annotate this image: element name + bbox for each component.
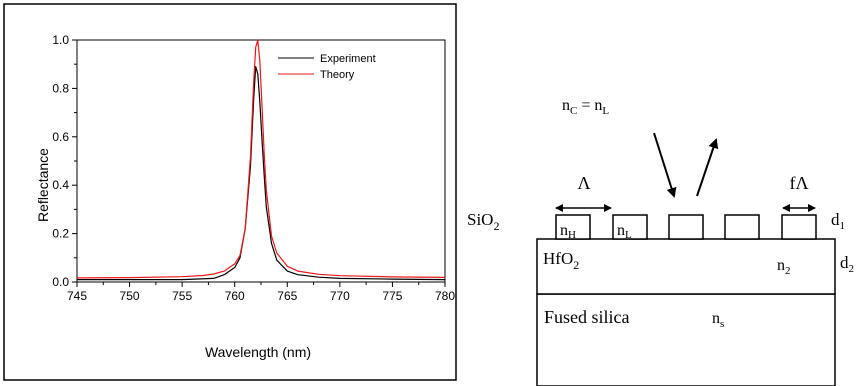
x-tick-label: 780 bbox=[435, 289, 455, 303]
reflectance-chart: 745 750 755 760 765 770 775 780 0.0 0.2 0.4 0.6 0.8 1… bbox=[3, 3, 457, 381]
y-tick-label: 0.4 bbox=[52, 178, 69, 192]
x-tick-label: 750 bbox=[120, 289, 140, 303]
legend-label-experiment: Experiment bbox=[320, 53, 376, 65]
y-tick-label: 0.8 bbox=[52, 81, 69, 95]
x-tick-label: 770 bbox=[330, 289, 350, 303]
grating-ridge bbox=[555, 214, 591, 240]
substrate-label: Fused silica bbox=[544, 307, 630, 327]
x-tick-label: 760 bbox=[225, 289, 245, 303]
x-axis-label: Wavelength (nm) bbox=[205, 344, 311, 360]
y-tick-label: 0.6 bbox=[52, 130, 69, 144]
x-tick-label: 775 bbox=[382, 289, 402, 303]
incident-arrow bbox=[653, 132, 677, 198]
series-line-theory bbox=[76, 39, 446, 279]
n-high-label: nH bbox=[560, 222, 576, 241]
grating-material-label: SiO2 bbox=[467, 210, 499, 233]
n2-label: n2 bbox=[777, 257, 791, 277]
d2-label: d2 bbox=[840, 253, 854, 275]
reflected-arrow bbox=[696, 138, 719, 197]
layer-material-label: HfO2 bbox=[543, 249, 579, 272]
x-tick-label: 745 bbox=[67, 289, 87, 303]
legend-label-theory: Theory bbox=[320, 69, 355, 81]
chart-frame bbox=[3, 3, 457, 381]
y-tick-label: 1.0 bbox=[52, 33, 69, 47]
grating-ridge bbox=[668, 214, 704, 240]
y-axis-label: Reflectance bbox=[35, 148, 51, 222]
x-tick-label: 765 bbox=[277, 289, 297, 303]
series-line-experiment bbox=[77, 65, 446, 281]
period-label: Λ bbox=[577, 173, 590, 193]
cover-index-label: nC = nL bbox=[562, 97, 609, 117]
d1-label: d1 bbox=[831, 210, 845, 232]
y-tick-label: 0.2 bbox=[52, 227, 69, 241]
hfo2-layer bbox=[536, 238, 836, 295]
y-tick-label: 0.0 bbox=[52, 275, 69, 289]
substrate-block bbox=[536, 293, 836, 386]
fill-factor-label: fΛ bbox=[789, 173, 808, 193]
legend: Experiment Theory bbox=[278, 53, 376, 81]
n-low-label: nL bbox=[617, 222, 632, 241]
grating-ridge bbox=[724, 214, 760, 240]
ns-label: ns bbox=[712, 310, 724, 330]
grating-ridge bbox=[612, 214, 648, 240]
grating-ridge bbox=[781, 214, 817, 240]
x-tick-label: 755 bbox=[172, 289, 192, 303]
